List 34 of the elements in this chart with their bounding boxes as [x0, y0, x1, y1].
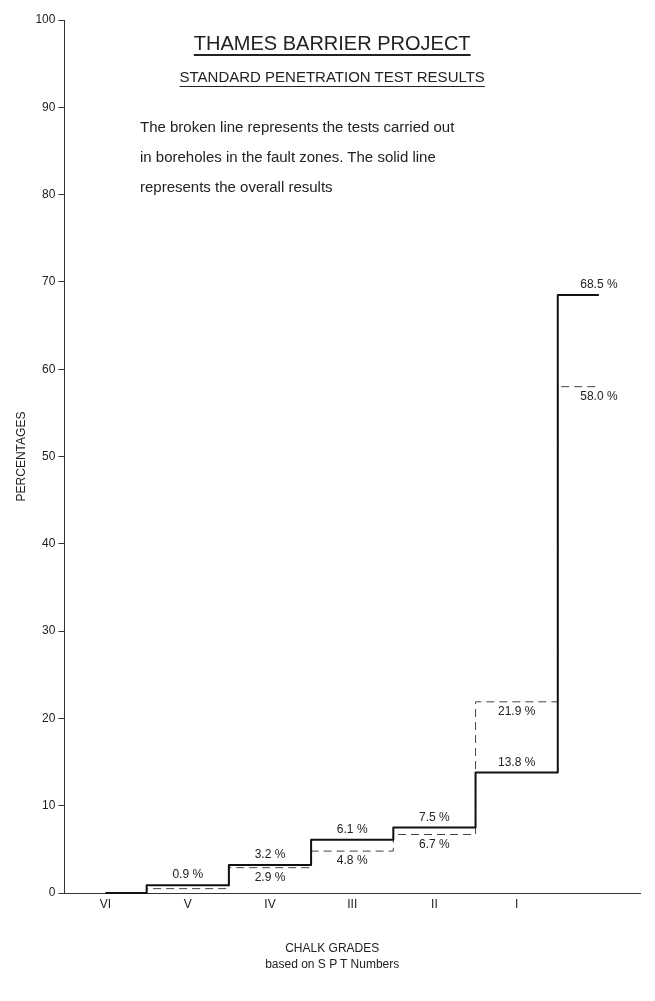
y-tick-label: 80 [42, 186, 56, 201]
y-tick-label: 50 [42, 448, 56, 463]
data-label: 3.2 % [254, 847, 286, 862]
data-label: 2.9 % [254, 870, 286, 884]
x-tick-label: IV [264, 897, 276, 912]
y-tick-label: 20 [42, 710, 56, 725]
text: STANDARD PENETRATION TEST RESULTS [178, 68, 486, 85]
data-label: 6.7 % [419, 836, 451, 851]
y-tick-label: 0 [48, 885, 56, 900]
data-label: 58.0 % [580, 388, 618, 403]
text: THAMES BARRIER PROJECT [192, 32, 472, 55]
data-label: 4.8 % [336, 853, 368, 868]
y-tick-label: 10 [42, 798, 56, 813]
y-tick-label: 90 [42, 99, 56, 114]
y-tick-label: 30 [42, 623, 56, 638]
x-tick-label: I [514, 897, 519, 912]
x-tick-label: V [183, 897, 192, 912]
x-axis-title: CHALK GRADES [285, 941, 380, 956]
text: based on S P T Numbers [265, 957, 400, 972]
x-tick-label: VI [99, 897, 112, 912]
data-label: 7.5 % [419, 809, 451, 824]
y-tick-label: 40 [42, 536, 56, 551]
y-axis-title: PERCENTAGES [13, 411, 28, 502]
y-tick-label: 100 [35, 12, 56, 27]
x-tick-label: II [431, 897, 438, 912]
annotation: The broken line represents the tests carried out in boreholes in the fault zones. The solid line represents the overall results [140, 117, 456, 195]
data-label: 6.1 % [336, 822, 368, 837]
data-label: 21.9 % [497, 704, 536, 719]
y-tick-label: 70 [42, 274, 56, 289]
data-label: 0.9 % [172, 867, 204, 882]
x-tick-label: III [347, 897, 358, 912]
data-label: 13.8 % [497, 754, 536, 769]
data-label: 68.5 % [580, 277, 618, 292]
y-tick-label: 60 [42, 361, 56, 376]
